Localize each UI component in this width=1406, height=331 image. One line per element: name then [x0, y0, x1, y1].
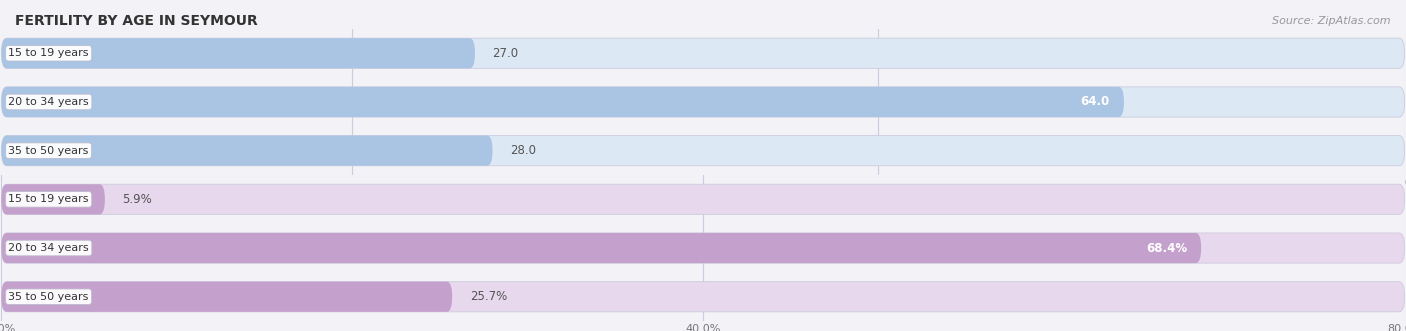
FancyBboxPatch shape: [1, 233, 1405, 263]
FancyBboxPatch shape: [1, 87, 1123, 117]
Text: 35 to 50 years: 35 to 50 years: [8, 146, 89, 156]
Text: 20 to 34 years: 20 to 34 years: [8, 97, 89, 107]
Text: 68.4%: 68.4%: [1146, 242, 1187, 255]
Text: 5.9%: 5.9%: [122, 193, 152, 206]
FancyBboxPatch shape: [1, 136, 1405, 166]
Text: 25.7%: 25.7%: [470, 290, 508, 303]
FancyBboxPatch shape: [1, 136, 492, 166]
FancyBboxPatch shape: [1, 282, 1405, 312]
Text: 20 to 34 years: 20 to 34 years: [8, 243, 89, 253]
Text: 28.0: 28.0: [510, 144, 536, 157]
FancyBboxPatch shape: [1, 233, 1201, 263]
Text: Source: ZipAtlas.com: Source: ZipAtlas.com: [1272, 16, 1391, 26]
Text: 27.0: 27.0: [492, 47, 519, 60]
Text: 64.0: 64.0: [1081, 95, 1109, 109]
FancyBboxPatch shape: [1, 38, 1405, 69]
Text: 15 to 19 years: 15 to 19 years: [8, 48, 89, 58]
Text: 35 to 50 years: 35 to 50 years: [8, 292, 89, 302]
FancyBboxPatch shape: [1, 184, 105, 214]
Text: FERTILITY BY AGE IN SEYMOUR: FERTILITY BY AGE IN SEYMOUR: [15, 14, 259, 28]
Text: 15 to 19 years: 15 to 19 years: [8, 194, 89, 204]
FancyBboxPatch shape: [1, 87, 1405, 117]
FancyBboxPatch shape: [1, 282, 453, 312]
FancyBboxPatch shape: [1, 184, 1405, 214]
FancyBboxPatch shape: [1, 38, 475, 69]
